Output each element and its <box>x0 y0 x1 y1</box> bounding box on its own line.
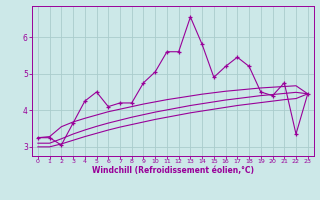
X-axis label: Windchill (Refroidissement éolien,°C): Windchill (Refroidissement éolien,°C) <box>92 166 254 175</box>
